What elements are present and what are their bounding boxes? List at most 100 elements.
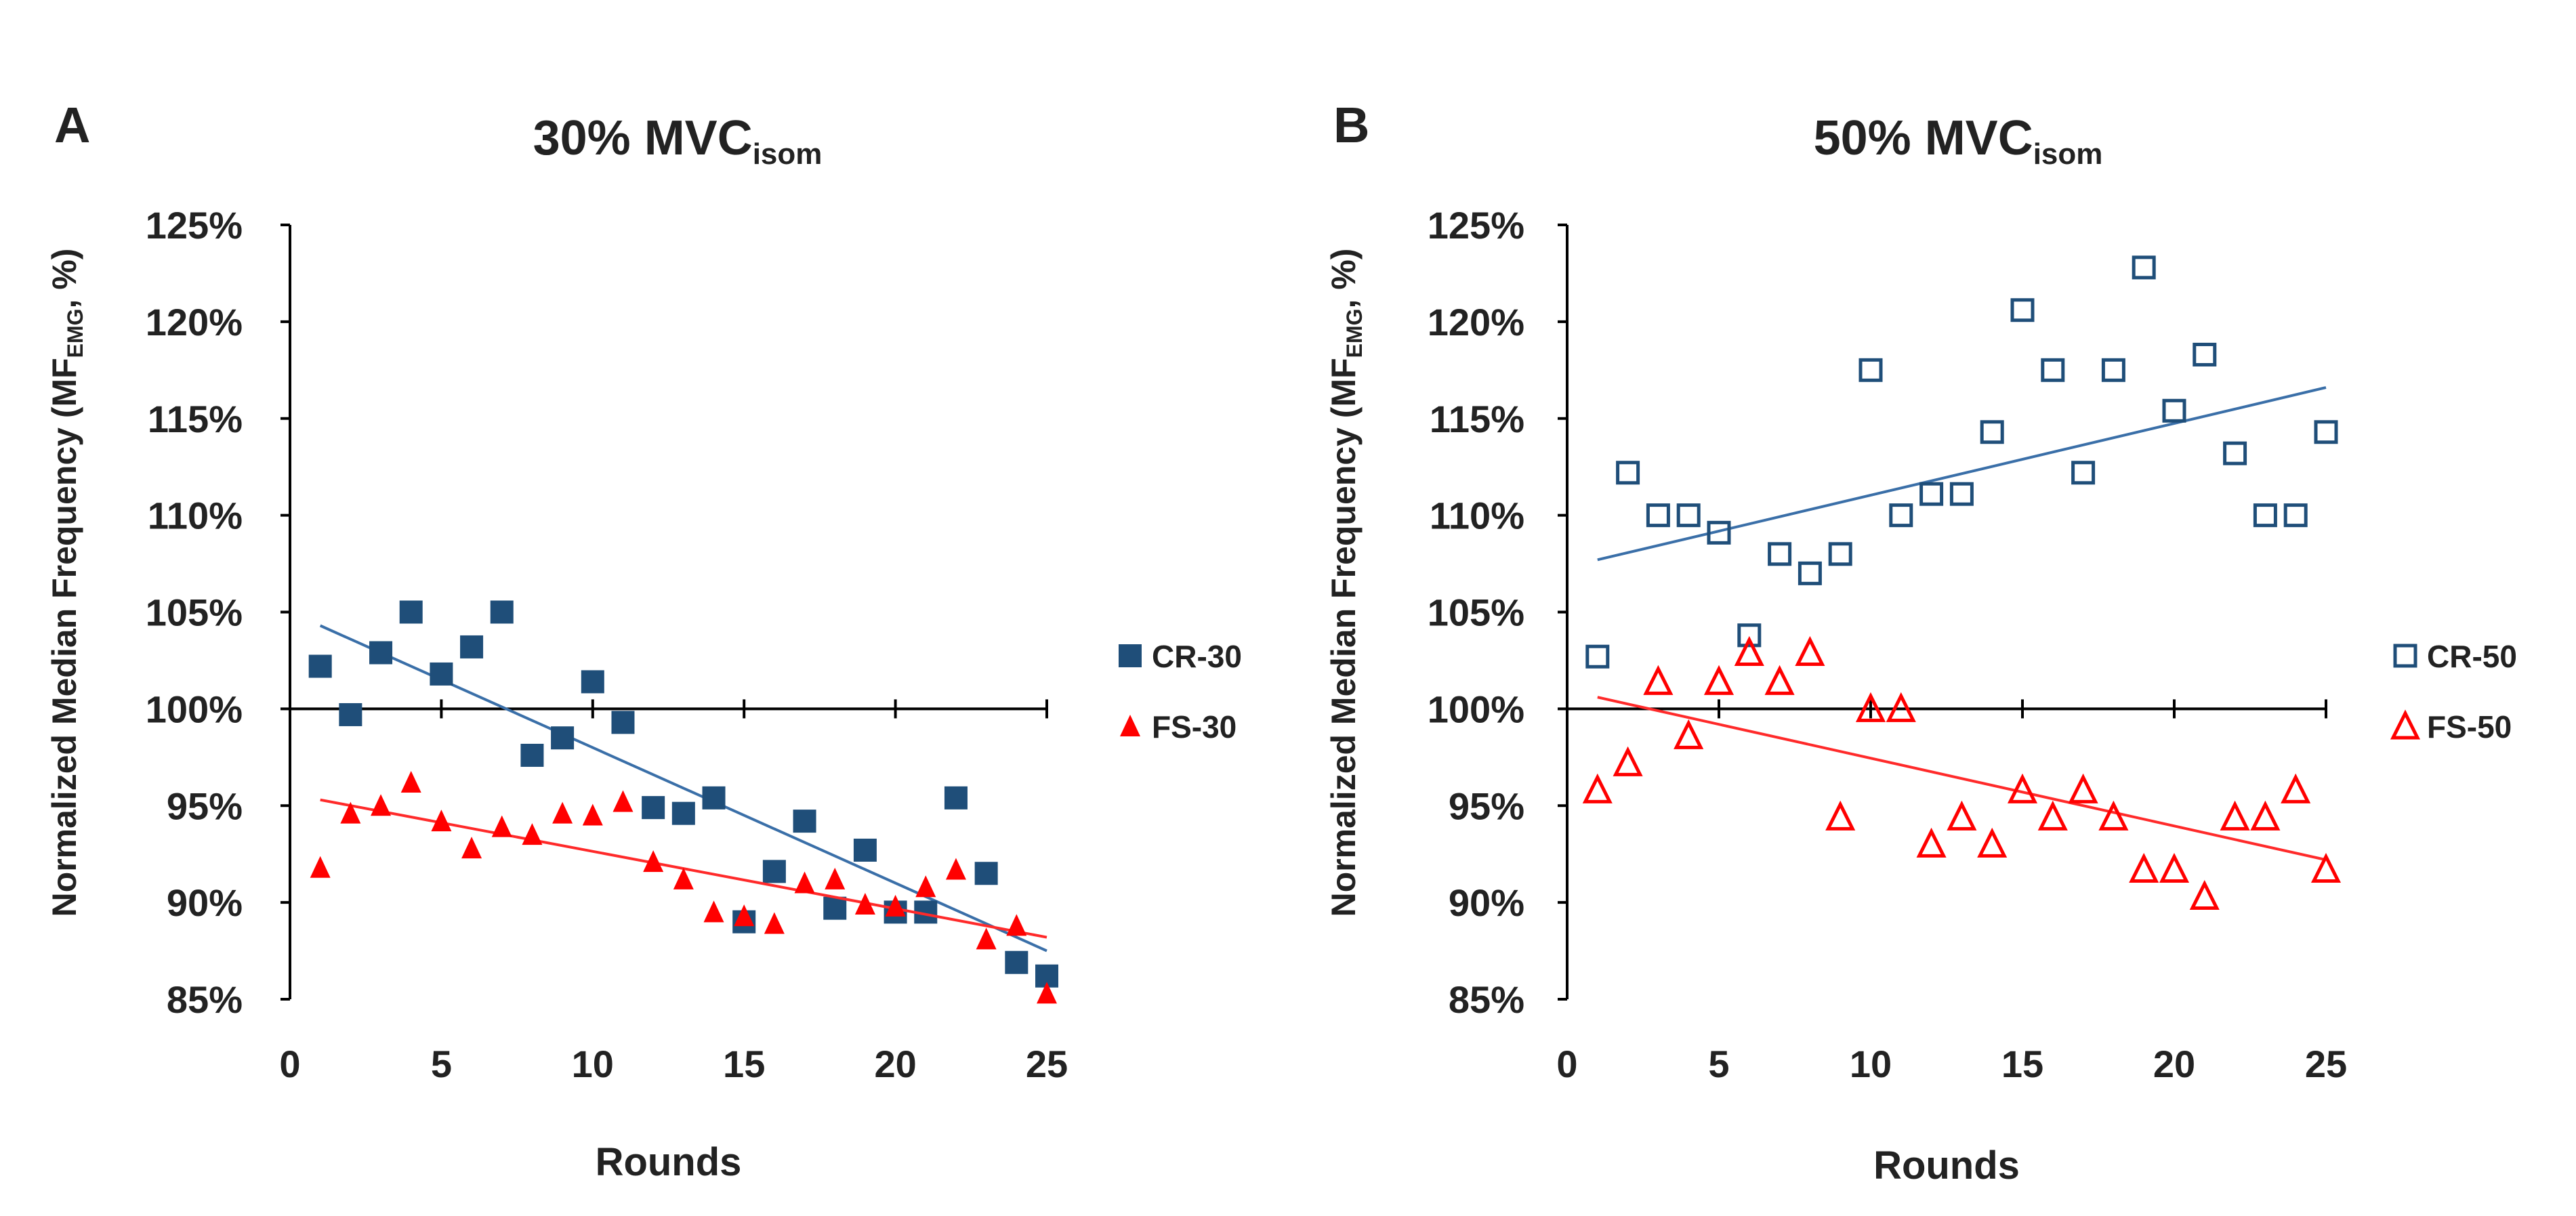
chart-title: 30% MVCisom bbox=[533, 111, 823, 171]
data-point bbox=[2314, 420, 2338, 444]
trend-line bbox=[1597, 386, 2327, 562]
data-point bbox=[1977, 827, 2008, 858]
data-point bbox=[915, 875, 936, 898]
data-point bbox=[1643, 665, 1674, 695]
legend-marker bbox=[1119, 644, 1142, 667]
y-tick-label: 90% bbox=[167, 881, 243, 924]
data-point bbox=[582, 803, 603, 826]
chart-title: 50% MVCisom bbox=[1814, 111, 2103, 171]
panel-letter: B bbox=[1333, 97, 1369, 153]
data-point bbox=[1949, 482, 1974, 506]
y-axis-label-subscript: EMG bbox=[63, 308, 87, 358]
data-point bbox=[1646, 503, 1670, 528]
data-point bbox=[976, 927, 997, 950]
data-point bbox=[490, 600, 514, 624]
data-point bbox=[1828, 542, 1852, 566]
y-tick-label: 95% bbox=[167, 784, 243, 827]
x-tick-label: 0 bbox=[279, 1043, 300, 1085]
data-point bbox=[369, 641, 393, 665]
y-tick-label: 85% bbox=[167, 978, 243, 1021]
chart-panel-b: B 50% MVCisom 85% 90% 95% 100% 105% 110% 115% 120… bbox=[1325, 97, 2517, 1188]
data-point bbox=[2253, 503, 2277, 528]
data-point bbox=[1825, 800, 1856, 831]
data-point bbox=[702, 786, 726, 810]
data-point bbox=[2223, 441, 2247, 465]
data-point bbox=[671, 801, 695, 825]
data-point bbox=[1006, 914, 1027, 936]
chart-title-subscript: isom bbox=[753, 138, 823, 171]
y-tick-label: 90% bbox=[1449, 881, 1524, 924]
y-tick-label: 125% bbox=[1428, 204, 1524, 247]
x-tick-label: 15 bbox=[2001, 1043, 2043, 1085]
data-point bbox=[1037, 982, 1057, 1004]
legend-marker bbox=[1120, 715, 1140, 736]
data-point bbox=[793, 810, 816, 833]
chart-title-main: 50% MVC bbox=[1814, 111, 2033, 165]
data-point bbox=[1585, 644, 1610, 669]
x-tick-label: 0 bbox=[1556, 1043, 1577, 1085]
y-tick-label: 105% bbox=[1428, 591, 1524, 634]
series-fs-30: FS-30 bbox=[310, 709, 1237, 1004]
data-point bbox=[1613, 746, 1643, 776]
data-point bbox=[340, 801, 361, 824]
data-point bbox=[430, 662, 453, 686]
data-point bbox=[2281, 773, 2311, 803]
chart-title-main: 30% MVC bbox=[533, 111, 753, 165]
data-point bbox=[762, 860, 786, 883]
data-point bbox=[1582, 773, 1613, 803]
data-point bbox=[1795, 635, 1825, 667]
x-tick-label: 20 bbox=[874, 1043, 916, 1085]
data-point bbox=[2101, 358, 2125, 382]
data-point bbox=[1676, 503, 1701, 528]
y-tick-label: 110% bbox=[1430, 495, 1524, 537]
data-point bbox=[399, 600, 423, 624]
y-axis-label: Normalized Median Frequency (MFEMG, %) bbox=[1325, 249, 1367, 917]
data-point bbox=[1703, 665, 1734, 695]
data-point bbox=[1768, 542, 1792, 566]
data-point bbox=[643, 850, 664, 873]
y-tick-label: 105% bbox=[146, 591, 243, 634]
data-point bbox=[2189, 879, 2220, 910]
data-point bbox=[431, 810, 452, 832]
y-axis-label-suffix: , %) bbox=[45, 249, 83, 309]
legend-marker bbox=[2393, 644, 2417, 668]
data-point bbox=[552, 801, 573, 824]
data-point bbox=[854, 892, 875, 915]
data-point bbox=[703, 900, 724, 923]
data-point bbox=[2193, 342, 2217, 366]
data-point bbox=[2132, 255, 2156, 280]
data-point bbox=[734, 904, 755, 927]
y-tick-label: 100% bbox=[1428, 688, 1524, 730]
data-point bbox=[1737, 623, 1762, 648]
data-point bbox=[974, 862, 998, 885]
data-point bbox=[1858, 358, 1883, 382]
legend-label: FS-50 bbox=[2427, 709, 2512, 745]
data-point bbox=[491, 815, 512, 837]
y-tick-label: 120% bbox=[1428, 301, 1524, 343]
data-point bbox=[885, 894, 906, 917]
data-point bbox=[1005, 950, 1029, 974]
data-point bbox=[2068, 773, 2098, 803]
data-point bbox=[2220, 800, 2250, 831]
data-point bbox=[2129, 852, 2159, 883]
x-tick-label: 25 bbox=[2305, 1043, 2347, 1085]
data-point bbox=[520, 743, 544, 767]
x-tick-label: 20 bbox=[2153, 1043, 2195, 1085]
data-point bbox=[1616, 461, 1640, 485]
x-tick-label: 25 bbox=[1026, 1043, 1068, 1085]
y-tick-label: 110% bbox=[148, 495, 243, 537]
data-point bbox=[461, 837, 482, 859]
y-axis-label: Normalized Median Frequency (MFEMG, %) bbox=[45, 249, 87, 917]
y-axis-label-main: Normalized Median Frequency (MF bbox=[45, 358, 83, 917]
legend-label: FS-30 bbox=[1152, 709, 1237, 745]
y-tick-label: 85% bbox=[1449, 978, 1524, 1021]
y-tick-label: 120% bbox=[146, 301, 243, 343]
data-point bbox=[2162, 398, 2186, 423]
data-point bbox=[2159, 852, 2190, 883]
chart-panel-a: A 30% MVCisom 85% 90% 95% 100% 105% 110% 115% 120… bbox=[45, 97, 1242, 1184]
data-point bbox=[1734, 635, 1764, 667]
x-tick-label: 15 bbox=[723, 1043, 765, 1085]
panel-letter: A bbox=[54, 97, 90, 153]
x-tick-label: 10 bbox=[572, 1043, 614, 1085]
